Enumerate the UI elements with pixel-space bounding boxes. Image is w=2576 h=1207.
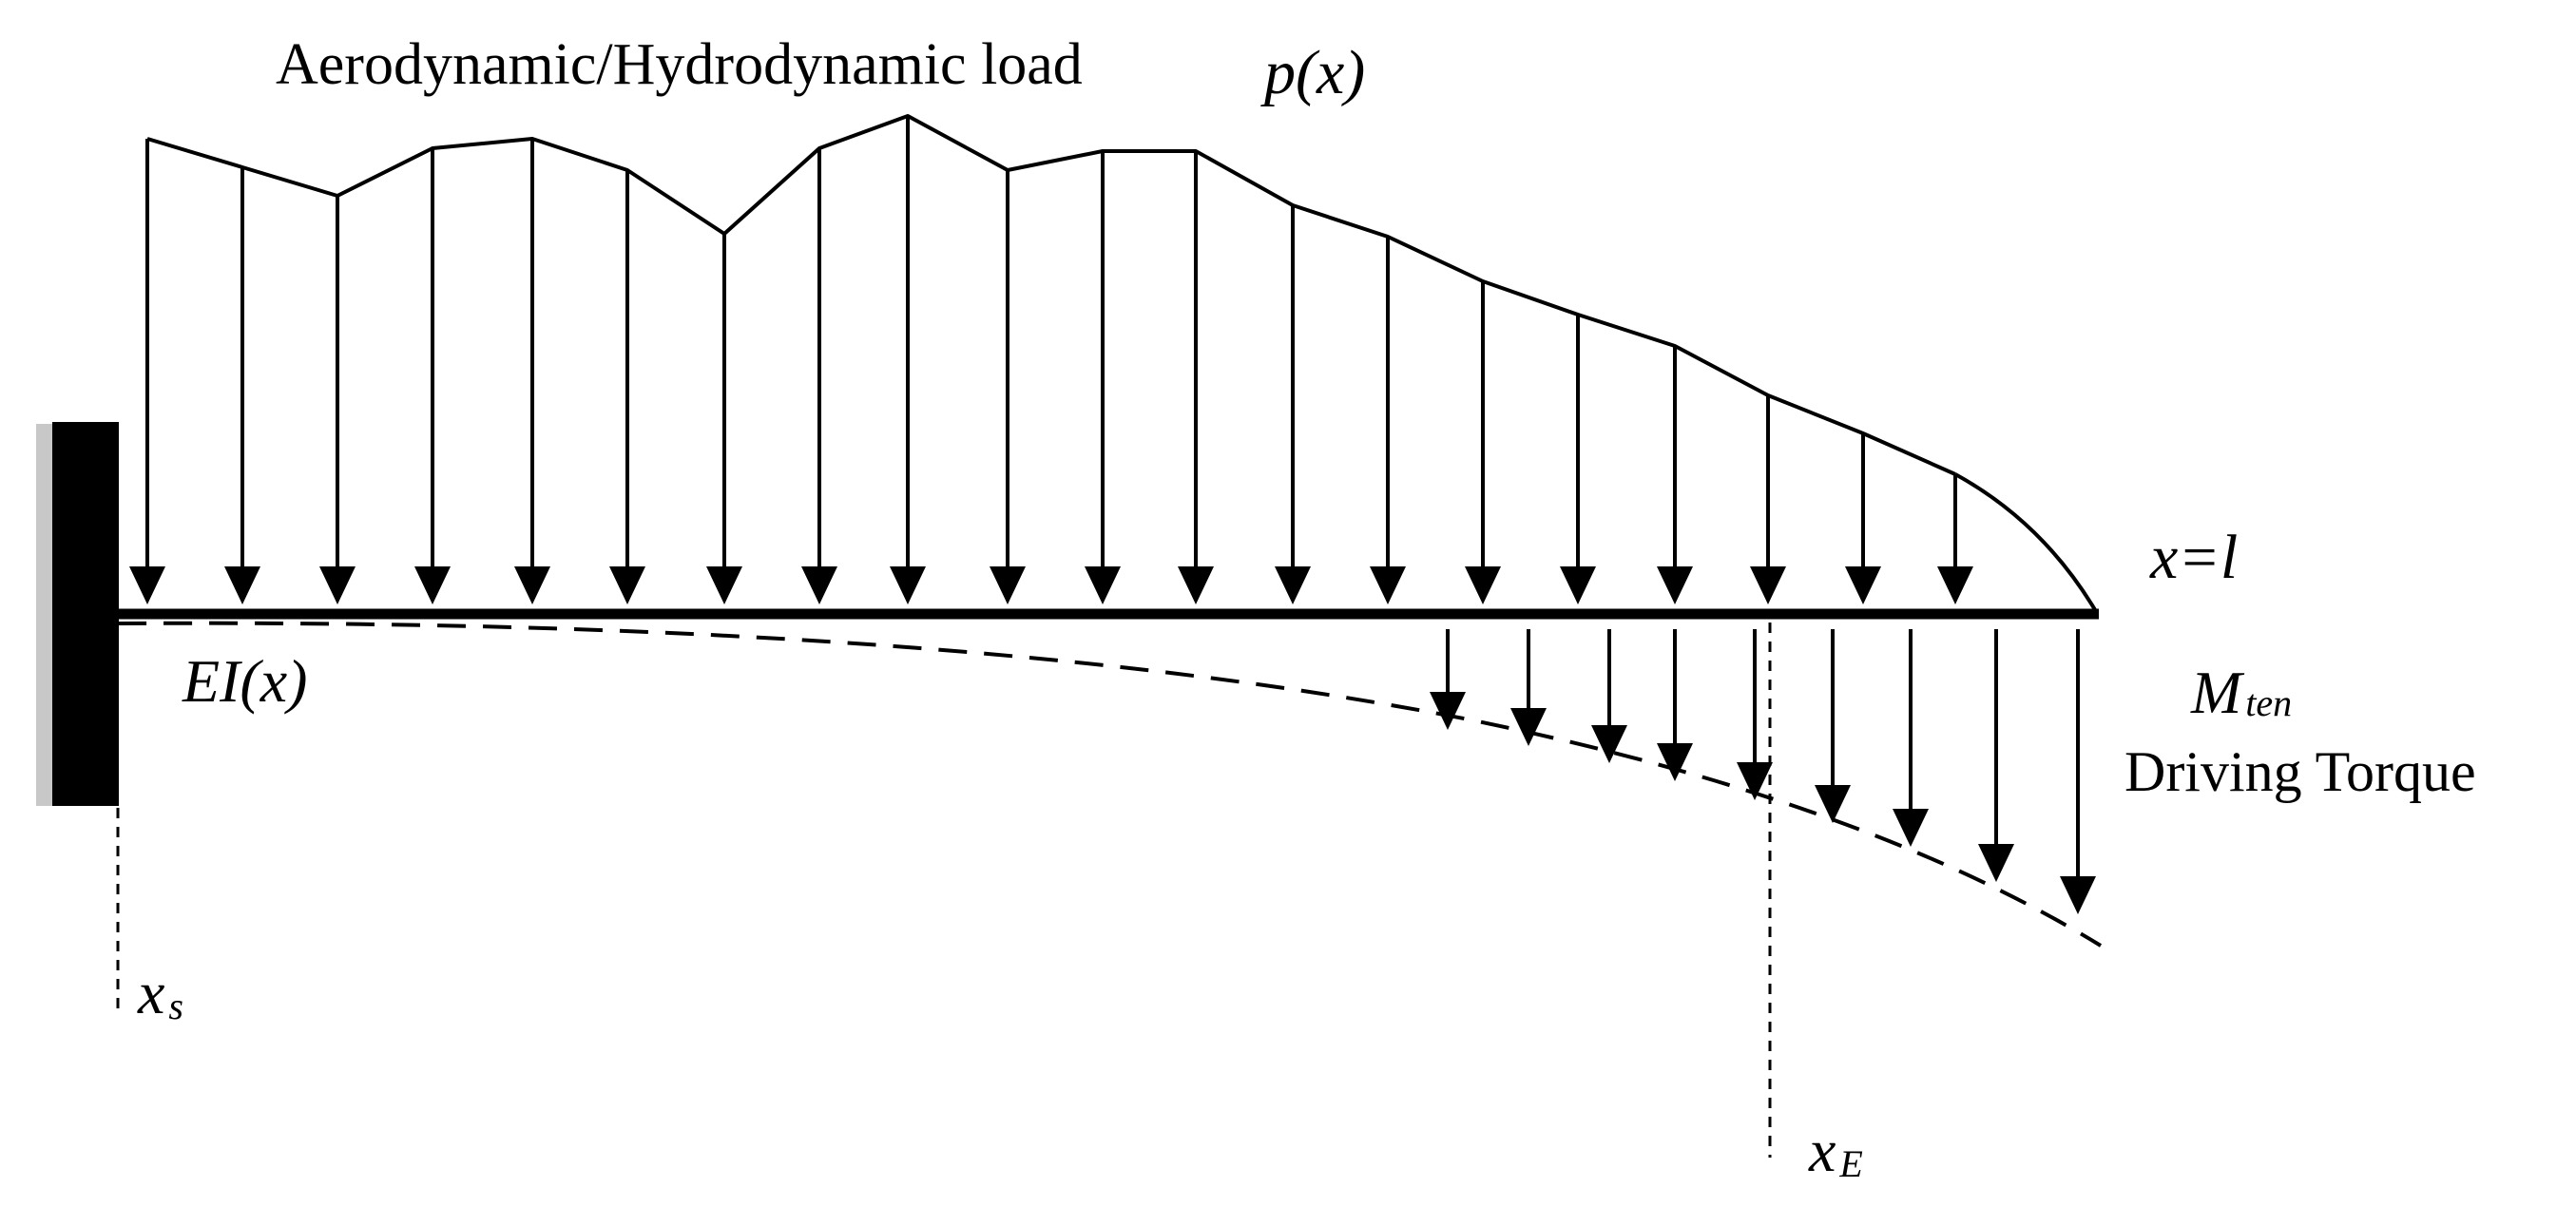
down-arrow-icon [801,566,837,604]
xs-label: x s [137,959,183,1027]
down-arrow-icon [1657,566,1693,604]
torque-arrow-3 [1591,629,1627,763]
down-arrow-icon [1430,692,1466,730]
down-arrow-icon [224,566,260,604]
load-arrow-10 [990,170,1026,604]
down-arrow-icon [414,566,451,604]
load-arrow-18 [1750,395,1786,604]
torque-arrow-5 [1737,629,1773,800]
down-arrow-icon [319,566,356,604]
torque-arrow-4 [1657,629,1693,781]
load-arrow-20 [1937,474,1973,604]
deflection-curve [117,621,2103,948]
load-arrow-16 [1560,315,1596,604]
down-arrow-icon [1370,566,1406,604]
load-arrow-2 [224,167,260,604]
down-arrow-icon [1465,566,1501,604]
down-arrow-icon [1893,809,1929,847]
xe-main: x [1808,1117,1836,1184]
load-arrow-6 [609,170,645,604]
xe-subscript: E [1838,1142,1862,1185]
torque-arrow-6 [1815,629,1851,823]
driving-torque-label: Driving Torque [2124,740,2476,803]
load-arrow-4 [414,148,451,604]
down-arrow-icon [1657,743,1693,781]
load-arrow-13 [1275,205,1311,604]
down-arrow-icon [129,566,165,604]
down-arrow-icon [1978,844,2014,882]
down-arrow-icon [514,566,550,604]
load-arrow-14 [1370,237,1406,604]
moment-subscript: ten [2245,681,2292,724]
down-arrow-icon [1750,566,1786,604]
load-arrow-1 [129,139,165,604]
torque-arrow-7 [1893,629,1929,847]
down-arrow-icon [1737,762,1773,800]
down-arrow-icon [1937,566,1973,604]
load-arrow-9 [890,116,926,604]
load-arrow-12 [1178,151,1214,604]
moment-main: M [2190,659,2245,726]
down-arrow-icon [1591,725,1627,763]
down-arrow-icon [609,566,645,604]
load-envelope-tail [1954,472,2099,615]
beam-end-label: x=l [2149,523,2238,592]
load-envelope [146,114,1956,476]
down-arrow-icon [1510,708,1547,746]
xs-subscript: s [168,985,183,1027]
torque-arrow-1 [1430,629,1466,730]
down-arrow-icon [1275,566,1311,604]
down-arrow-icon [890,566,926,604]
support-block [52,422,119,806]
load-arrow-8 [801,148,837,604]
stiffness-label: EI(x) [182,647,307,715]
xs-main: x [137,959,164,1026]
load-arrows [129,116,1973,604]
load-title: Aerodynamic/Hydrodynamic load [276,32,1083,97]
load-arrow-15 [1465,281,1501,604]
support-shadow [36,424,53,806]
down-arrow-icon [990,566,1026,604]
load-arrow-19 [1845,433,1881,604]
down-arrow-icon [706,566,742,604]
load-arrow-5 [514,139,550,604]
torque-arrow-2 [1510,629,1547,746]
load-arrow-7 [706,234,742,604]
load-arrow-3 [319,196,356,604]
torque-arrow-9 [2060,629,2096,914]
torque-arrow-8 [1978,629,2014,882]
down-arrow-icon [1085,566,1121,604]
load-symbol: p(x) [1260,38,1365,107]
load-arrow-11 [1085,151,1121,604]
down-arrow-icon [1560,566,1596,604]
torque-arrows [1430,629,2096,914]
down-arrow-icon [1178,566,1214,604]
load-arrow-17 [1657,346,1693,604]
down-arrow-icon [1845,566,1881,604]
moment-label: M ten [2190,659,2292,726]
xe-label: x E [1808,1117,1863,1185]
fixed-support [36,422,119,806]
down-arrow-icon [1815,785,1851,823]
down-arrow-icon [2060,876,2096,914]
